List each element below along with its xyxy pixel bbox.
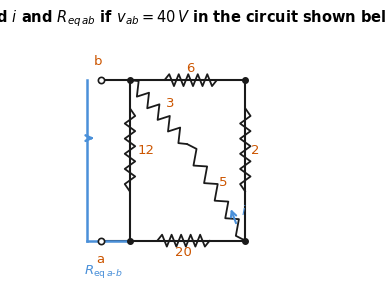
- Text: $i$: $i$: [240, 204, 246, 218]
- Text: 3: 3: [166, 98, 174, 110]
- Text: a: a: [96, 253, 104, 266]
- Text: $R_{\mathrm{eq}\,a\text{-}b}$: $R_{\mathrm{eq}\,a\text{-}b}$: [84, 263, 122, 280]
- Text: 2: 2: [251, 143, 259, 157]
- Text: Find $i$ and $R_{eq\,ab}$ if $v_{ab} = 40\,V$ in the circuit shown below.: Find $i$ and $R_{eq\,ab}$ if $v_{ab} = 4…: [0, 9, 386, 29]
- Text: 6: 6: [186, 62, 195, 75]
- Text: 12: 12: [138, 143, 155, 157]
- Text: b: b: [94, 55, 102, 68]
- Text: 5: 5: [219, 176, 228, 189]
- Text: 20: 20: [175, 246, 192, 259]
